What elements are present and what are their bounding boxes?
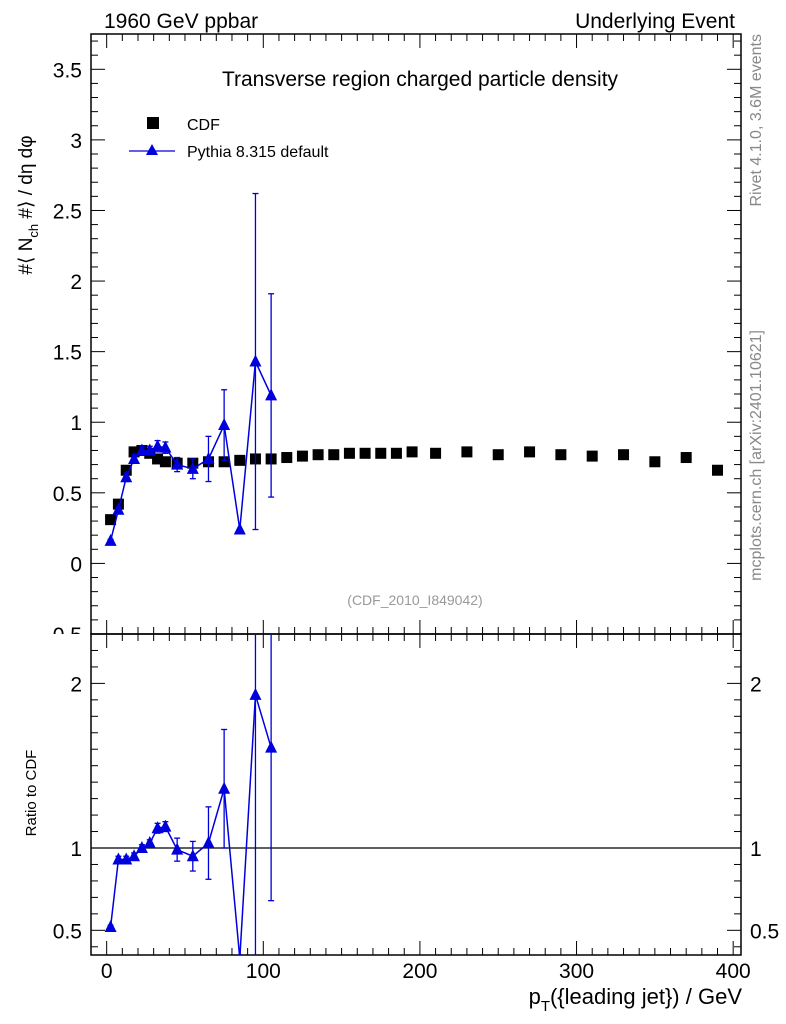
cdf-data-point (152, 453, 164, 465)
cdf-data-point (359, 447, 371, 459)
y-tick-label: 1.5 (53, 342, 82, 365)
ratio-y-tick-label-right: 2 (750, 673, 762, 696)
pythia-data-point (249, 354, 262, 367)
cdf-data-point (375, 447, 387, 459)
pythia-ratio-point (202, 836, 215, 849)
cdf-data-point (618, 449, 630, 461)
pythia-ratio-point (237, 951, 242, 955)
cdf-data-point (312, 449, 324, 461)
pythia-data-point (218, 418, 231, 431)
legend-pythia-label: Pythia 8.315 default (187, 144, 329, 161)
cdf-data-point (281, 452, 293, 464)
mcplots-reference-text: mcplots.cern.ch [arXiv:2401.10621] (748, 330, 765, 581)
x-axis-label: pT({leading jet}) / GeV (529, 984, 743, 1015)
cdf-data-point (649, 456, 661, 468)
cdf-data-point (296, 450, 308, 462)
x-tick-label: 200 (402, 960, 437, 983)
x-tick-label: 300 (559, 960, 594, 983)
pythia-data-point (143, 443, 156, 456)
ratio-y-tick-label-right: 1 (750, 838, 762, 861)
y-tick-label: 0.5 (53, 483, 82, 506)
pythia-ratio-point (171, 842, 184, 855)
pythia-data-point (171, 457, 184, 470)
pythia-ratio-point (265, 740, 278, 753)
legend-cdf-marker (147, 117, 159, 129)
cdf-data-point (105, 514, 117, 526)
cdf-data-point (159, 456, 171, 468)
pythia-data-point (112, 502, 125, 515)
plot-data-layer (104, 192, 724, 955)
pythia-ratio-line (109, 694, 272, 955)
analysis-reference: (CDF_2010_I849042) (347, 592, 482, 608)
pythia-ratio-point (135, 841, 148, 853)
pythia-ratio-point (159, 819, 172, 832)
ratio-y-tick-label: 2 (70, 673, 82, 696)
pythia-ratio-point (120, 852, 133, 865)
ratio-plot-frame: 0 100 200 300 400 0.5 0.5 1 1 2 2 (53, 633, 779, 983)
x-tick-label: 0 (101, 960, 113, 983)
pythia-data-point (233, 522, 246, 535)
cdf-data-point (406, 446, 418, 458)
chart-title: Transverse region charged particle densi… (222, 68, 619, 91)
pythia-data-point (265, 388, 278, 401)
y-tick-label: 0.5 (53, 624, 82, 647)
pythia-ratio-point (249, 687, 262, 700)
pythia-ratio-point (128, 849, 141, 862)
ratio-y-tick-label: 1 (70, 838, 82, 861)
y-tick-label: 3.5 (53, 59, 82, 82)
header-left: 1960 GeV ppbar (104, 10, 258, 33)
cdf-data-point (555, 449, 567, 461)
cdf-data-point (218, 456, 230, 468)
ratio-y-tick-label: 0.5 (53, 920, 82, 943)
cdf-data-point (328, 449, 340, 461)
pythia-ratio-point (143, 836, 156, 849)
cdf-data-point (461, 446, 473, 458)
ratio-frame-border (90, 633, 742, 956)
legend-pythia-marker (146, 144, 158, 155)
cdf-data-point (712, 464, 724, 476)
cdf-data-point (390, 447, 402, 459)
pythia-data-point (151, 439, 164, 452)
header-right: Underlying Event (575, 10, 735, 33)
y-tick-label: 3 (70, 130, 82, 153)
ratio-data-group (104, 634, 278, 955)
x-tick-label: 100 (246, 960, 281, 983)
cdf-data-point (120, 464, 132, 476)
legend-cdf-label: CDF (187, 117, 220, 134)
x-tick-label: 400 (716, 960, 751, 983)
pythia-ratio-point (104, 920, 117, 933)
pythia-data-point (135, 443, 148, 456)
y-tick-label: 2 (70, 271, 82, 294)
pythia-ratio-point (218, 781, 231, 794)
pythia-ratio-point (112, 852, 125, 865)
main-data-group (104, 192, 724, 546)
y-tick-label: 1 (70, 412, 82, 435)
cdf-data-point (524, 446, 536, 458)
cdf-data-point (586, 450, 598, 462)
cdf-data-point (492, 449, 504, 461)
ratio-axis-label: Ratio to CDF (23, 750, 40, 837)
pythia-data-point (128, 451, 141, 464)
pythia-data-point (159, 440, 172, 453)
cdf-data-point (343, 447, 355, 459)
ratio-y-tick-label-right: 0.5 (750, 920, 779, 943)
y-tick-label: 0 (70, 553, 82, 576)
rivet-version-text: Rivet 4.1.0, 3.6M events (748, 34, 765, 207)
cdf-data-point (430, 447, 442, 459)
cdf-data-point (680, 452, 692, 464)
y-axis-label: #⟨ Nch #⟩ / dη dφ (16, 135, 41, 274)
cdf-data-point (234, 454, 246, 466)
pythia-data-point (186, 461, 199, 474)
pythia-data-point (202, 451, 215, 464)
pythia-ratio-point (186, 849, 199, 862)
y-tick-label: 2.5 (53, 200, 82, 223)
pythia-data-point (120, 470, 133, 483)
cdf-data-point (128, 446, 140, 458)
pythia-data-point (104, 533, 117, 546)
